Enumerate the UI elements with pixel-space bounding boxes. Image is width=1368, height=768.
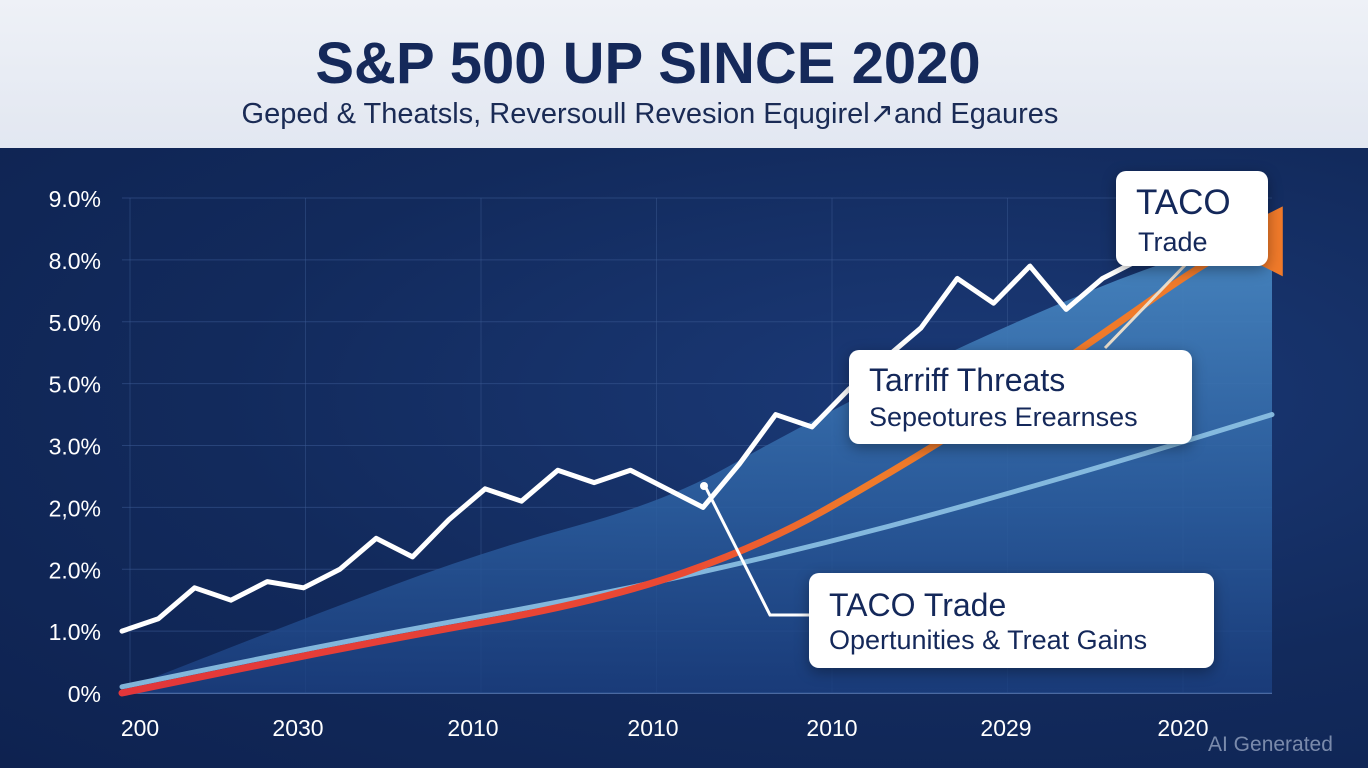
callout-tariff-threats: Tarriff Threats Sepeotures Erearnses <box>849 350 1192 444</box>
sp500-index-line <box>119 183 1251 634</box>
x-tick-label: 2020 <box>1157 715 1208 741</box>
callout-heading: Tarriff Threats <box>869 362 1066 398</box>
callout-heading: TACO <box>1136 183 1231 222</box>
callout-pointer-line <box>1103 258 1192 350</box>
callout-heading: TACO Trade <box>829 587 1007 623</box>
ai-generated-watermark: AI Generated <box>1208 733 1333 756</box>
index-line-series <box>119 183 1251 634</box>
x-tick-label: 2010 <box>447 715 498 741</box>
page-title: S&P 500 UP SINCE 2020 <box>315 31 981 96</box>
callout-pointer-dot <box>700 482 708 490</box>
x-axis-ticks: 200 2030 2010 2010 2010 2029 2020 <box>121 715 1209 741</box>
y-tick-label: 9.0% <box>49 186 101 212</box>
callout-taco-trade-top: TACO Trade <box>1116 171 1268 266</box>
baseline-curve-series <box>119 412 1275 690</box>
y-axis-ticks: 0% 1.0% 2.0% 2,0% 3.0% 5.0% 5.0% 8.0% 9.0% <box>49 186 101 707</box>
y-tick-label: 2.0% <box>49 557 101 583</box>
x-tick-label: 2029 <box>980 715 1031 741</box>
callout-pointers <box>700 258 1192 617</box>
x-tick-label: 2030 <box>272 715 323 741</box>
baseline-curve-line <box>119 412 1275 690</box>
callout-pointer-line <box>704 487 809 617</box>
x-tick-label: 2010 <box>806 715 857 741</box>
page-subtitle: Geped & Theatsls, Reversoull Revesion Eq… <box>241 98 1059 130</box>
callout-body: Opertunities & Treat Gains <box>829 625 1148 655</box>
x-tick-label: 200 <box>121 715 159 741</box>
header-band: S&P 500 UP SINCE 2020 Geped & Theatsls, … <box>0 0 1368 148</box>
callout-body: Trade <box>1138 227 1208 257</box>
callout-taco-trade-bottom: TACO Trade Opertunities & Treat Gains <box>809 573 1214 668</box>
y-tick-label: 0% <box>68 681 101 707</box>
y-tick-label: 3.0% <box>49 434 101 460</box>
y-tick-label: 5.0% <box>49 372 101 398</box>
callout-body: Sepeotures Erearnses <box>869 402 1138 432</box>
y-tick-label: 1.0% <box>49 619 101 645</box>
x-tick-label: 2010 <box>627 715 678 741</box>
y-tick-label: 5.0% <box>49 310 101 336</box>
y-tick-label: 8.0% <box>49 248 101 274</box>
y-tick-label: 2,0% <box>49 495 101 521</box>
